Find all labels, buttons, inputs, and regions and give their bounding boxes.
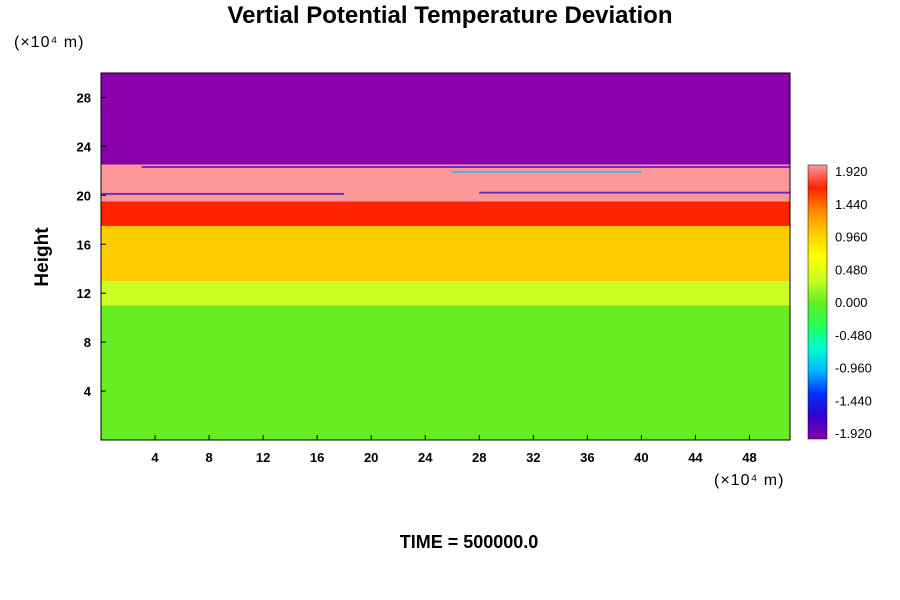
x-tick-label: 48 xyxy=(742,450,756,465)
colorbar-tick-label: -1.440 xyxy=(835,393,872,408)
x-axis-unit: (×10⁴ m) xyxy=(714,472,785,489)
x-tick-label: 12 xyxy=(256,450,270,465)
colorbar-tick-label: -0.960 xyxy=(835,361,872,376)
heatmap-streak xyxy=(479,191,790,194)
y-tick-label: 24 xyxy=(77,139,92,154)
colorbar-tick-label: 0.480 xyxy=(835,262,868,277)
y-tick-label: 16 xyxy=(77,237,91,252)
x-tick-label: 40 xyxy=(634,450,648,465)
x-tick-label: 24 xyxy=(418,450,433,465)
plot-frame xyxy=(100,72,791,441)
y-tick-label: 12 xyxy=(77,286,91,301)
x-tick-label: 28 xyxy=(472,450,486,465)
heatmap-field xyxy=(101,73,790,440)
y-axis-unit: (×10⁴ m) xyxy=(14,34,85,51)
x-tick-label: 8 xyxy=(205,450,212,465)
colorbar-tick-label: 1.920 xyxy=(835,164,868,179)
y-tick-label: 4 xyxy=(84,384,92,399)
colorbar-tick-label: -1.920 xyxy=(835,426,872,441)
colorbar-tick-label: 0.960 xyxy=(835,230,868,245)
colorbar xyxy=(807,164,828,440)
y-tick-label: 28 xyxy=(77,90,91,105)
x-tick-label: 4 xyxy=(151,450,159,465)
x-tick-label: 32 xyxy=(526,450,540,465)
heatmap-streak xyxy=(452,170,642,173)
colorbar-tick-label: 0.000 xyxy=(835,295,868,310)
heatmap-streak xyxy=(141,165,790,168)
chart-title: Vertial Potential Temperature Deviation xyxy=(227,2,673,29)
colorbar-tick-label: -0.480 xyxy=(835,328,872,343)
y-tick-label: 20 xyxy=(77,188,91,203)
x-tick-label: 16 xyxy=(310,450,324,465)
time-label: TIME = 500000.0 xyxy=(399,532,539,552)
colorbar-tick-label: 1.440 xyxy=(835,197,868,212)
y-tick-label: 8 xyxy=(84,335,91,350)
x-tick-label: 36 xyxy=(580,450,594,465)
x-tick-label: 20 xyxy=(364,450,378,465)
x-tick-label: 44 xyxy=(688,450,703,465)
heatmap-streak xyxy=(101,192,345,195)
